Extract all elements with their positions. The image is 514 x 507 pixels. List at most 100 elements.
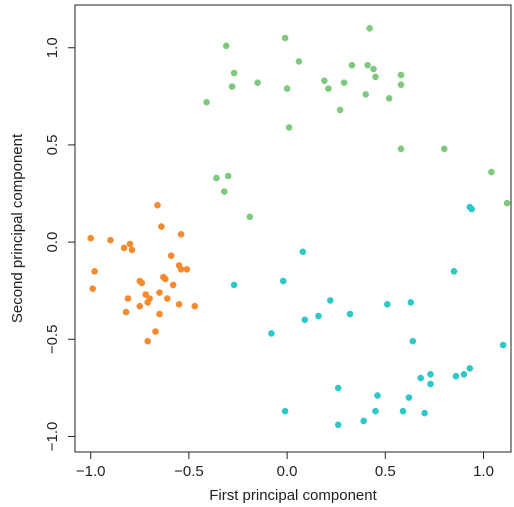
data-point-series-1 (224, 172, 232, 180)
x-tick-label: 1.0 (473, 463, 494, 480)
x-axis: −1.0 −0.5 0.0 0.5 1.0 (76, 451, 494, 480)
data-point-series-3 (279, 277, 287, 285)
data-point-series-1 (348, 61, 356, 69)
data-point-series-2 (162, 275, 169, 283)
data-point-series-3 (417, 374, 425, 382)
data-point-series-3 (372, 407, 379, 415)
y-axis: −1.0 −0.5 0.0 0.5 1.0 (44, 37, 76, 452)
x-tick-label: 0.0 (277, 463, 298, 480)
data-point-series-1 (321, 77, 328, 85)
data-point-series-2 (87, 234, 94, 242)
data-point-series-3 (334, 384, 342, 392)
data-point-series-3 (281, 407, 289, 415)
data-point-series-3 (299, 248, 307, 256)
data-point-series-2 (91, 268, 98, 275)
y-tick-label: 0.5 (44, 135, 61, 156)
data-point-series-2 (144, 299, 151, 306)
data-point-series-1 (325, 85, 332, 92)
data-point-series-1 (340, 79, 348, 86)
data-point-series-3 (360, 417, 368, 425)
data-point-series-3 (460, 371, 468, 378)
data-point-series-1 (221, 188, 228, 195)
data-point-series-3 (450, 268, 458, 275)
data-point-series-3 (407, 299, 415, 306)
plot-area-frame (74, 4, 512, 453)
data-point-series-1 (362, 91, 370, 98)
data-point-series-2 (156, 289, 163, 296)
data-point-series-1 (283, 85, 291, 92)
data-point-series-3 (230, 281, 238, 289)
data-point-series-3 (268, 330, 275, 337)
data-point-series-1 (295, 58, 303, 65)
data-point-series-2 (144, 337, 151, 345)
data-point-series-3 (399, 407, 407, 415)
data-point-series-3 (327, 297, 334, 304)
y-tick-label: −0.5 (44, 324, 61, 354)
data-point-series-3 (374, 392, 381, 399)
data-point-series-3 (346, 310, 354, 318)
data-point-series-2 (136, 302, 144, 310)
data-point-series-2 (154, 201, 161, 209)
data-point-series-2 (177, 231, 185, 238)
y-tick-label: 0.0 (44, 232, 61, 253)
data-point-series-2 (126, 240, 134, 248)
data-point-series-1 (397, 81, 405, 88)
data-point-series-1 (230, 69, 238, 77)
data-point-series-2 (120, 244, 128, 252)
data-point-series-2 (124, 295, 132, 302)
data-point-series-2 (164, 295, 171, 302)
y-tick-label: 1.0 (44, 37, 61, 58)
data-point-series-1 (336, 106, 344, 114)
data-point-series-2 (167, 252, 175, 259)
data-point-series-1 (228, 83, 236, 90)
data-points (87, 25, 511, 429)
data-point-series-2 (152, 328, 159, 335)
data-point-series-3 (315, 312, 322, 320)
x-tick-label: −1.0 (76, 463, 106, 480)
y-tick-label: −1.0 (44, 422, 61, 452)
data-point-series-1 (372, 73, 379, 81)
data-point-series-1 (281, 34, 289, 42)
data-point-series-2 (128, 246, 136, 254)
data-point-series-2 (122, 308, 130, 316)
data-point-series-1 (364, 61, 371, 69)
data-point-series-1 (285, 124, 293, 131)
data-point-series-2 (191, 302, 199, 310)
data-point-series-3 (334, 421, 342, 429)
data-point-series-3 (468, 205, 476, 213)
data-point-series-2 (183, 266, 191, 273)
data-point-series-1 (254, 79, 261, 86)
data-point-series-3 (427, 371, 434, 378)
data-point-series-3 (384, 301, 391, 308)
data-point-series-3 (421, 409, 428, 417)
data-point-series-1 (397, 71, 405, 79)
data-point-series-3 (427, 380, 434, 388)
x-tick-label: 0.5 (375, 463, 396, 480)
data-point-series-1 (246, 213, 254, 221)
data-point-series-3 (301, 316, 309, 324)
data-point-series-1 (397, 145, 405, 153)
x-tick-label: −0.5 (174, 463, 204, 480)
data-point-series-1 (503, 199, 511, 207)
data-point-series-3 (452, 372, 460, 380)
data-point-series-3 (409, 337, 417, 345)
data-point-series-1 (222, 42, 230, 50)
data-point-series-3 (405, 394, 413, 401)
data-point-series-1 (385, 95, 393, 102)
data-point-series-2 (156, 310, 163, 318)
data-point-series-2 (138, 279, 146, 287)
y-axis-label: Second principal component (9, 133, 26, 323)
data-point-series-1 (213, 174, 220, 182)
data-point-series-2 (169, 281, 177, 289)
data-point-series-2 (107, 236, 114, 244)
data-point-series-2 (158, 223, 165, 230)
data-point-series-1 (370, 65, 377, 73)
data-point-series-1 (203, 98, 210, 106)
data-point-series-1 (366, 25, 373, 32)
data-point-series-3 (499, 341, 507, 349)
data-point-series-2 (175, 301, 183, 308)
data-point-series-1 (440, 145, 448, 153)
data-point-series-2 (89, 285, 96, 293)
data-point-series-1 (488, 168, 495, 176)
